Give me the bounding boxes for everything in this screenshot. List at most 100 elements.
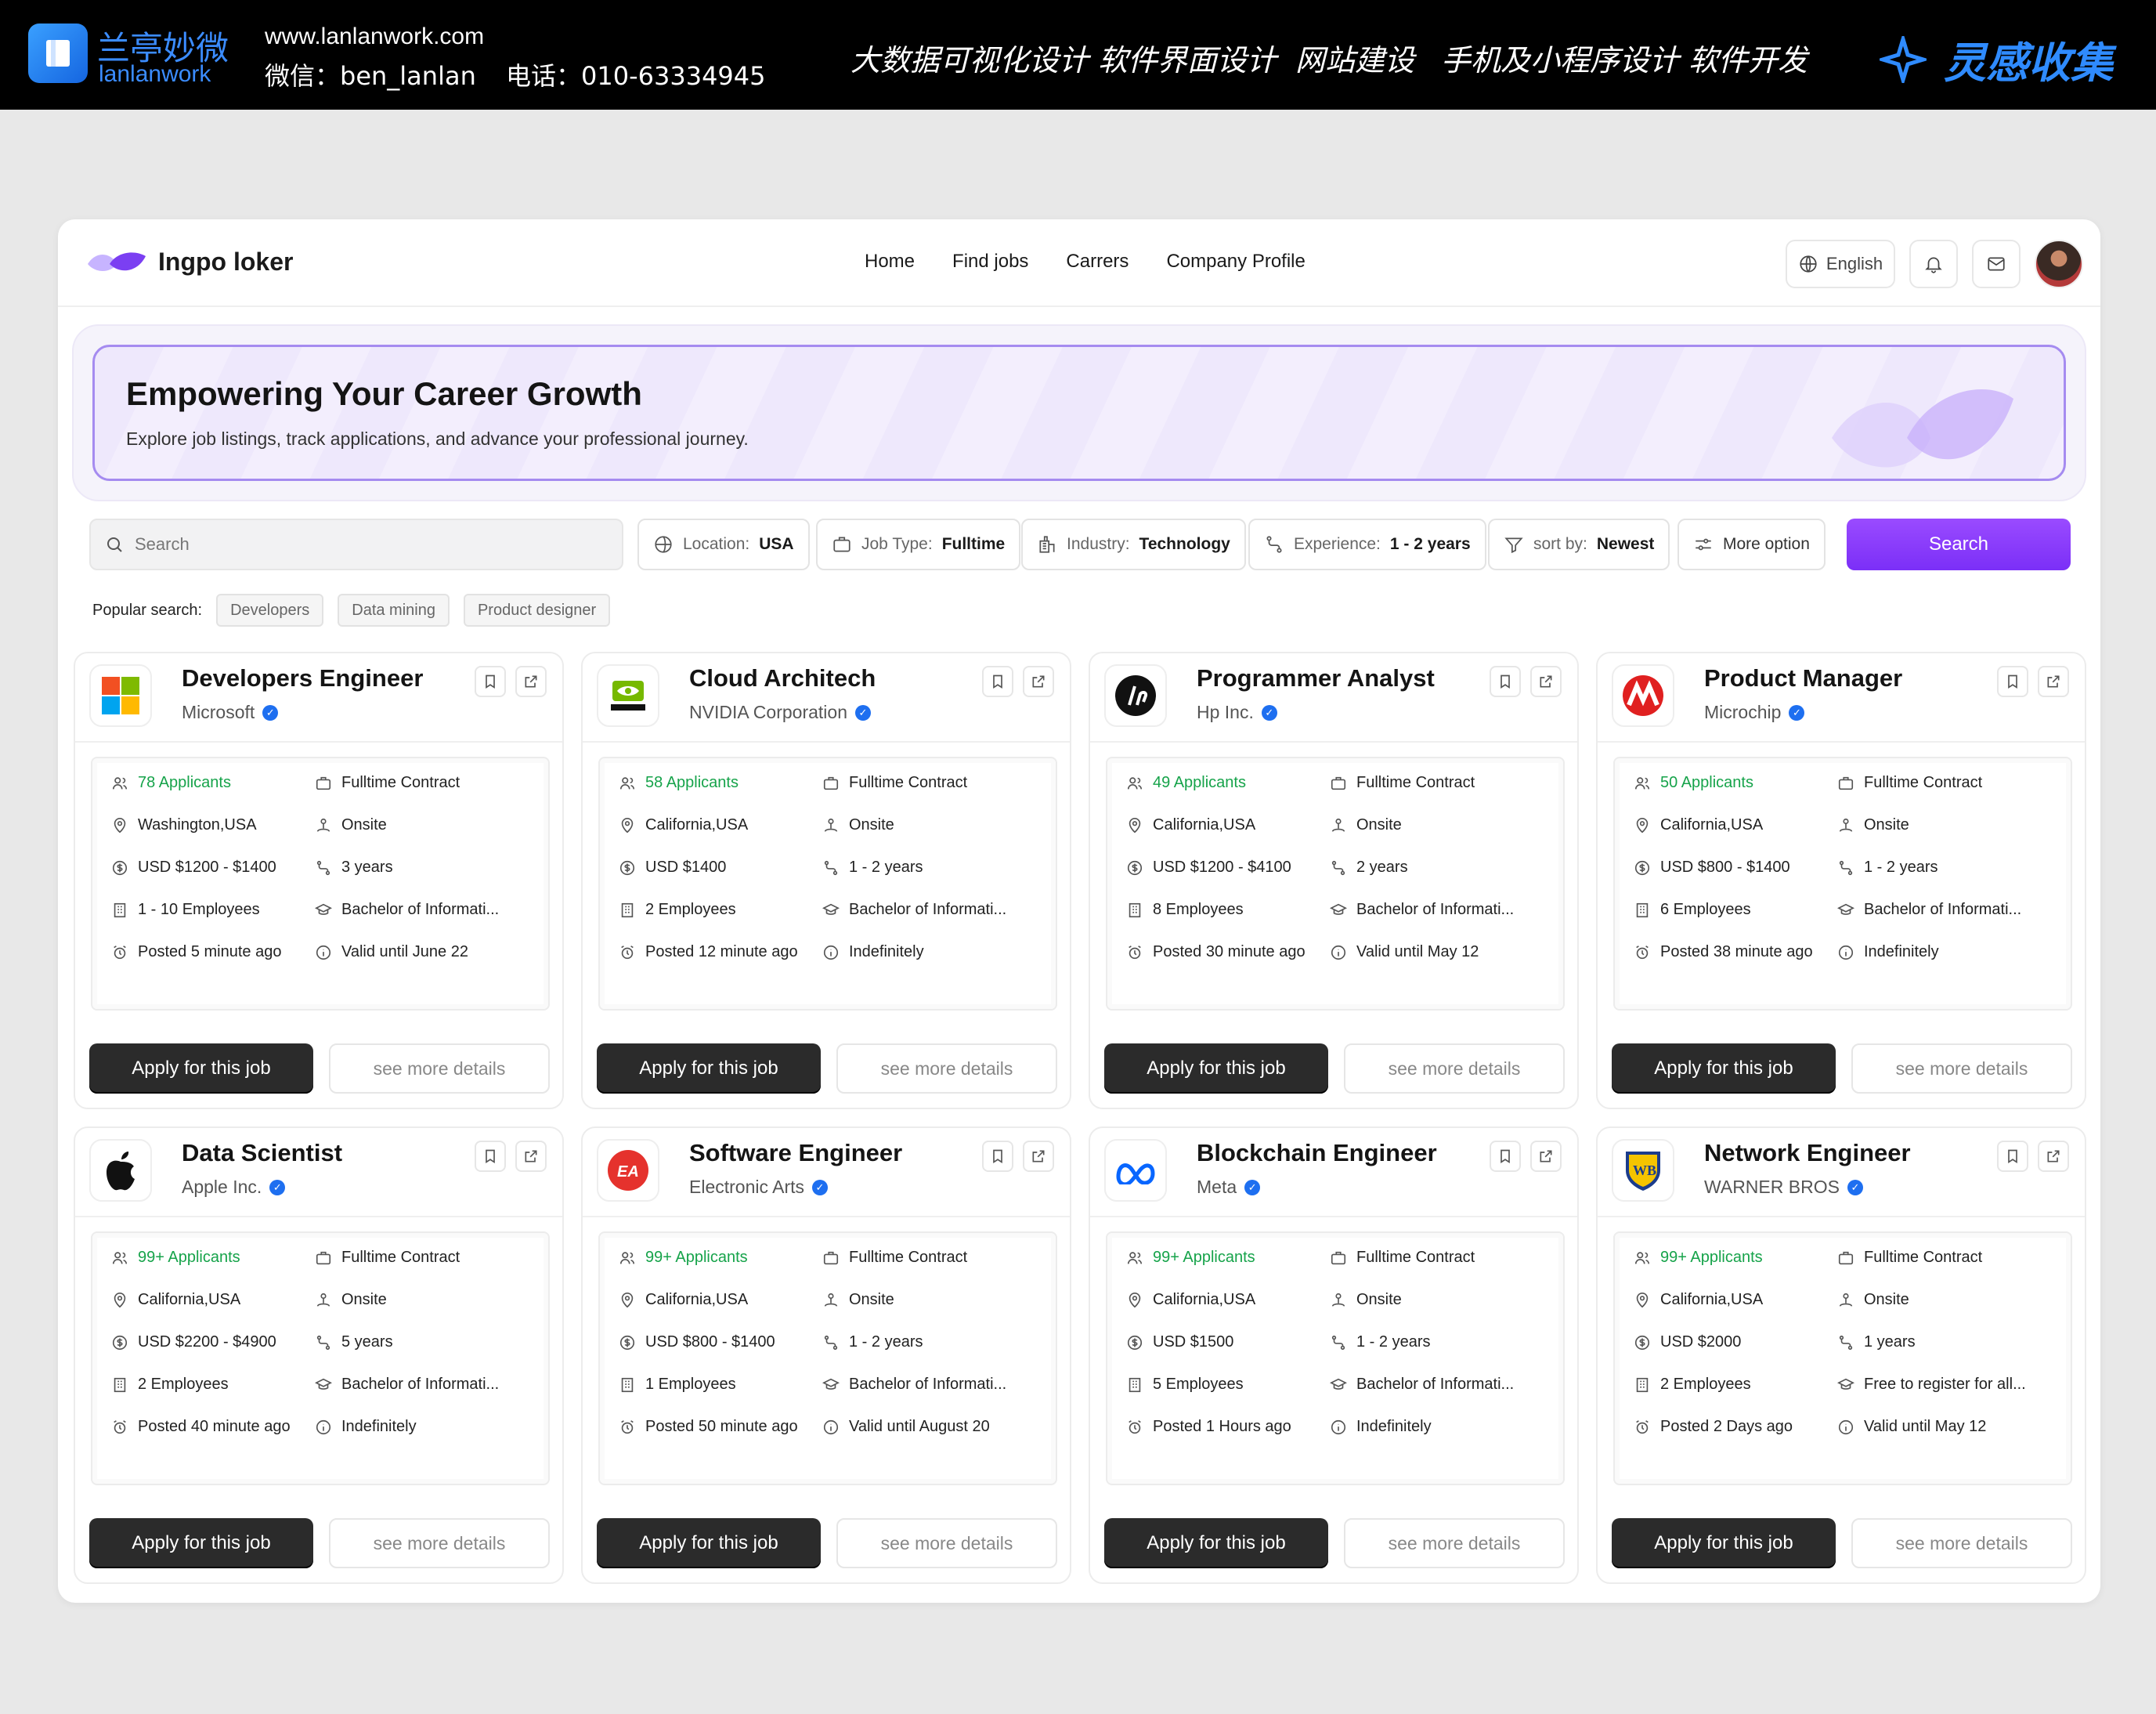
- site-url[interactable]: www.lanlanwork.com: [265, 24, 485, 49]
- company-name[interactable]: WARNER BROS ✓: [1704, 1177, 1863, 1198]
- experience-row: 5 years: [315, 1333, 393, 1351]
- company-name[interactable]: NVIDIA Corporation ✓: [689, 702, 871, 723]
- work-mode-row: Onsite: [822, 816, 894, 834]
- apply-button[interactable]: Apply for this job: [1612, 1043, 1836, 1094]
- service-link[interactable]: 软件开发: [1688, 43, 1808, 78]
- inspiration-link[interactable]: 灵感收集: [1880, 28, 2113, 90]
- popular-tag[interactable]: Developers: [216, 594, 324, 627]
- search-input[interactable]: Search: [89, 519, 623, 570]
- bookmark-icon: [993, 1149, 1002, 1164]
- card-divider: [583, 1216, 1070, 1217]
- company-name[interactable]: Hp Inc. ✓: [1197, 702, 1277, 723]
- validity-text: Valid until August 20: [849, 1418, 990, 1435]
- see-more-details-button[interactable]: see more details: [329, 1518, 550, 1568]
- education-text: Bachelor of Informati...: [1356, 901, 1515, 918]
- share-button[interactable]: [515, 1141, 547, 1172]
- share-button[interactable]: [515, 666, 547, 697]
- apply-button[interactable]: Apply for this job: [597, 1043, 821, 1094]
- see-more-details-button[interactable]: see more details: [1851, 1518, 2072, 1568]
- filter-value: Fulltime: [941, 535, 1006, 553]
- search-button[interactable]: Search: [1847, 519, 2071, 570]
- location-row: Washington,USA: [111, 816, 257, 834]
- service-link[interactable]: 大数据可视化设计: [850, 43, 1089, 78]
- apply-button[interactable]: Apply for this job: [597, 1518, 821, 1568]
- company-name[interactable]: Microsoft ✓: [182, 702, 279, 723]
- job-title[interactable]: Software Engineer: [689, 1139, 903, 1166]
- education-row: Bachelor of Informati...: [1837, 901, 2021, 919]
- popular-tag[interactable]: Product designer: [463, 594, 611, 627]
- bookmark-button[interactable]: [1490, 666, 1521, 697]
- contract-row: Fulltime Contract: [1837, 1249, 1982, 1267]
- posted-row: Posted 12 minute ago: [619, 943, 798, 961]
- see-more-details-button[interactable]: see more details: [836, 1043, 1057, 1094]
- popular-tag[interactable]: Data mining: [338, 594, 450, 627]
- apply-button[interactable]: Apply for this job: [1612, 1518, 1836, 1568]
- service-link[interactable]: 网站建设: [1295, 43, 1415, 78]
- job-card: Programmer Analyst Hp Inc. ✓ 49 Applican…: [1089, 652, 1579, 1109]
- job-title[interactable]: Product Manager: [1704, 664, 1903, 692]
- validity-text: Indefinitely: [849, 943, 924, 960]
- route-icon: [1331, 1335, 1345, 1350]
- job-title[interactable]: Programmer Analyst: [1197, 664, 1435, 692]
- location-text: California,USA: [1153, 816, 1256, 833]
- education-text: Free to register for all...: [1864, 1376, 2026, 1393]
- see-more-details-button[interactable]: see more details: [1851, 1043, 2072, 1094]
- job-card: Product Manager Microchip ✓ 50 Applicant…: [1596, 652, 2086, 1109]
- bookmark-button[interactable]: [982, 666, 1013, 697]
- bookmark-button[interactable]: [1997, 666, 2028, 697]
- company-label: Microchip: [1704, 702, 1782, 722]
- service-link[interactable]: 软件界面设计: [1098, 43, 1277, 78]
- messages-button[interactable]: [1972, 240, 2021, 288]
- job-title[interactable]: Data Scientist: [182, 1139, 343, 1166]
- company-name[interactable]: Apple Inc. ✓: [182, 1177, 286, 1198]
- filter-sort[interactable]: sort by: Newest: [1488, 519, 1670, 570]
- bookmark-button[interactable]: [475, 666, 506, 697]
- share-button[interactable]: [1530, 666, 1562, 697]
- apply-button[interactable]: Apply for this job: [89, 1518, 313, 1568]
- company-name[interactable]: Electronic Arts ✓: [689, 1177, 828, 1198]
- nav-home[interactable]: Home: [865, 251, 915, 272]
- dollar-icon: [1634, 1335, 1650, 1350]
- bookmark-button[interactable]: [1997, 1141, 2028, 1172]
- bookmark-button[interactable]: [982, 1141, 1013, 1172]
- filter-job-type[interactable]: Job Type: Fulltime: [816, 519, 1021, 570]
- job-title[interactable]: Cloud Architech: [689, 664, 876, 692]
- app-logo[interactable]: Ingpo loker: [86, 248, 293, 277]
- card-divider: [583, 741, 1070, 743]
- company-name[interactable]: Meta ✓: [1197, 1177, 1261, 1198]
- see-more-details-button[interactable]: see more details: [1344, 1043, 1565, 1094]
- bookmark-button[interactable]: [475, 1141, 506, 1172]
- share-button[interactable]: [1023, 666, 1054, 697]
- share-button[interactable]: [1530, 1141, 1562, 1172]
- service-link[interactable]: 手机及小程序设计: [1441, 43, 1680, 78]
- filter-industry[interactable]: Industry: Technology: [1021, 519, 1246, 570]
- work-mode-row: Onsite: [822, 1291, 894, 1309]
- apply-button[interactable]: Apply for this job: [1104, 1518, 1328, 1568]
- job-title[interactable]: Network Engineer: [1704, 1139, 1911, 1166]
- nav-find-jobs[interactable]: Find jobs: [952, 251, 1029, 272]
- see-more-details-button[interactable]: see more details: [836, 1518, 1057, 1568]
- more-options-button[interactable]: More option: [1677, 519, 1826, 570]
- company-name[interactable]: Microchip ✓: [1704, 702, 1805, 723]
- notifications-button[interactable]: [1909, 240, 1958, 288]
- nav-company-profile[interactable]: Company Profile: [1166, 251, 1306, 272]
- filter-value: Newest: [1596, 535, 1655, 553]
- alarm-clock-icon: [1129, 945, 1141, 959]
- see-more-details-button[interactable]: see more details: [329, 1043, 550, 1094]
- building-icon: [1129, 902, 1141, 917]
- nav-carrers[interactable]: Carrers: [1066, 251, 1129, 272]
- share-button[interactable]: [2038, 1141, 2069, 1172]
- share-button[interactable]: [2038, 666, 2069, 697]
- share-button[interactable]: [1023, 1141, 1054, 1172]
- job-title[interactable]: Blockchain Engineer: [1197, 1139, 1437, 1166]
- user-avatar[interactable]: [2035, 240, 2083, 288]
- filter-location[interactable]: Location: USA: [637, 519, 810, 570]
- job-title[interactable]: Developers Engineer: [182, 664, 424, 692]
- apply-button[interactable]: Apply for this job: [89, 1043, 313, 1094]
- apply-button[interactable]: Apply for this job: [1104, 1043, 1328, 1094]
- bookmark-button[interactable]: [1490, 1141, 1521, 1172]
- language-selector[interactable]: English: [1786, 240, 1895, 288]
- see-more-details-button[interactable]: see more details: [1344, 1518, 1565, 1568]
- card-divider: [1598, 741, 2085, 743]
- filter-experience[interactable]: Experience: 1 - 2 years: [1248, 519, 1486, 570]
